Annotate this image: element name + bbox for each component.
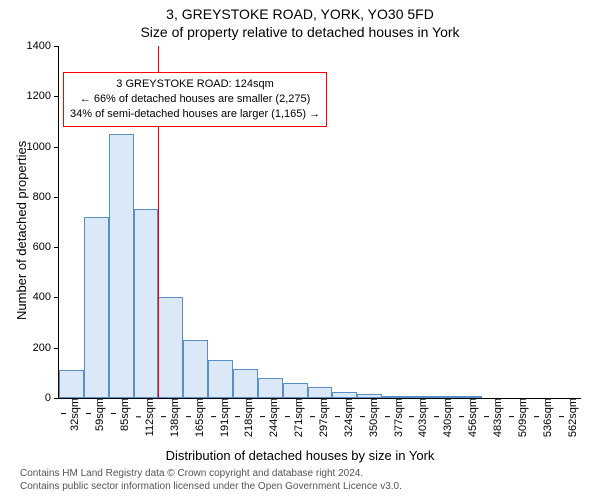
- y-axis-label: Number of detached properties: [14, 141, 29, 320]
- x-tick: 138sqm: [161, 398, 181, 437]
- y-tick: 800: [33, 191, 59, 203]
- annotation-line1: 3 GREYSTOKE ROAD: 124sqm: [70, 77, 320, 92]
- histogram-bar: [283, 383, 308, 398]
- histogram-chart: 3, GREYSTOKE ROAD, YORK, YO30 5FD Size o…: [0, 0, 600, 500]
- x-tick: 403sqm: [409, 398, 429, 437]
- chart-title-line1: 3, GREYSTOKE ROAD, YORK, YO30 5FD: [0, 6, 600, 22]
- annotation-box: 3 GREYSTOKE ROAD: 124sqm← 66% of detache…: [63, 72, 327, 127]
- x-tick: 377sqm: [385, 398, 405, 437]
- histogram-bar: [134, 209, 159, 398]
- x-tick: 297sqm: [310, 398, 330, 437]
- footer-line2: Contains public sector information licen…: [20, 481, 600, 494]
- y-tick: 200: [33, 342, 59, 354]
- x-tick: 271sqm: [285, 398, 305, 437]
- footer-attribution: Contains HM Land Registry data © Crown c…: [0, 468, 600, 493]
- x-tick: 324sqm: [335, 398, 355, 437]
- x-tick: 244sqm: [260, 398, 280, 437]
- y-tick: 1200: [27, 90, 59, 102]
- histogram-bar: [233, 369, 258, 398]
- x-tick: 32sqm: [61, 398, 81, 431]
- y-tick: 1400: [27, 40, 59, 52]
- histogram-bar: [258, 378, 283, 398]
- x-tick: 165sqm: [186, 398, 206, 437]
- plot-area: 020040060080010001200140032sqm59sqm85sqm…: [58, 46, 581, 399]
- y-tick: 600: [33, 241, 59, 253]
- x-tick: 430sqm: [434, 398, 454, 437]
- histogram-bar: [183, 340, 208, 398]
- histogram-bar: [84, 217, 109, 398]
- x-tick: 112sqm: [136, 398, 156, 436]
- y-tick: 0: [45, 392, 59, 404]
- chart-title-line2: Size of property relative to detached ho…: [0, 24, 600, 40]
- x-tick: 483sqm: [484, 398, 504, 437]
- histogram-bar: [208, 360, 233, 398]
- x-tick: 85sqm: [111, 398, 131, 431]
- histogram-bar: [59, 370, 84, 398]
- histogram-bar: [308, 387, 333, 398]
- x-tick: 456sqm: [459, 398, 479, 437]
- x-tick: 536sqm: [534, 398, 554, 437]
- x-tick: 562sqm: [559, 398, 579, 437]
- footer-line1: Contains HM Land Registry data © Crown c…: [20, 468, 600, 481]
- histogram-bar: [158, 297, 183, 398]
- x-tick: 191sqm: [211, 398, 231, 437]
- x-axis-label: Distribution of detached houses by size …: [0, 448, 600, 463]
- y-tick: 400: [33, 291, 59, 303]
- x-tick: 509sqm: [509, 398, 529, 437]
- x-tick: 350sqm: [360, 398, 380, 437]
- histogram-bar: [109, 134, 134, 398]
- annotation-line2: ← 66% of detached houses are smaller (2,…: [70, 92, 320, 107]
- y-tick: 1000: [27, 141, 59, 153]
- x-tick: 59sqm: [86, 398, 106, 431]
- x-tick: 218sqm: [235, 398, 255, 437]
- annotation-line3: 34% of semi-detached houses are larger (…: [70, 107, 320, 122]
